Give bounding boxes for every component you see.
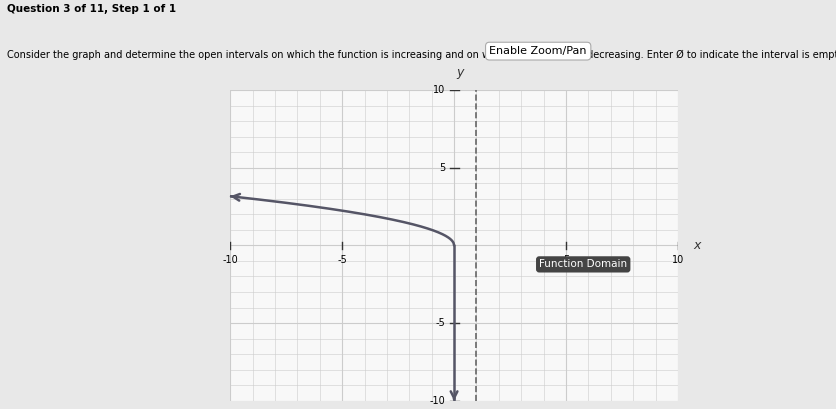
Text: -5: -5 <box>435 318 445 328</box>
Text: x: x <box>693 239 701 252</box>
Text: 10: 10 <box>432 85 445 95</box>
Text: -5: -5 <box>337 255 347 265</box>
Text: Question 3 of 11, Step 1 of 1: Question 3 of 11, Step 1 of 1 <box>7 4 176 14</box>
Text: 5: 5 <box>563 255 568 265</box>
Text: 5: 5 <box>438 163 445 173</box>
Text: 10: 10 <box>671 255 683 265</box>
Text: y: y <box>456 66 463 79</box>
Text: -10: -10 <box>222 255 237 265</box>
Text: Enable Zoom/Pan: Enable Zoom/Pan <box>489 46 586 56</box>
Text: Function Domain: Function Domain <box>538 259 626 270</box>
Text: -10: -10 <box>429 396 445 406</box>
Text: Consider the graph and determine the open intervals on which the function is inc: Consider the graph and determine the ope… <box>7 49 836 60</box>
